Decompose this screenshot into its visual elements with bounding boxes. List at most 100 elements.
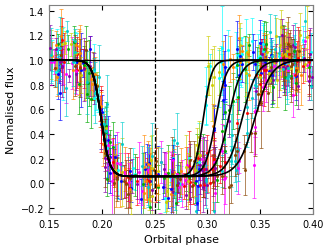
Point bbox=[119, 170, 124, 174]
Point bbox=[284, 76, 290, 80]
Point bbox=[289, 76, 294, 80]
Point bbox=[169, 170, 174, 174]
Point bbox=[53, 44, 59, 48]
Point bbox=[277, 67, 282, 71]
Point bbox=[174, 202, 179, 205]
Point bbox=[200, 185, 206, 189]
Point bbox=[91, 74, 96, 78]
Point bbox=[171, 170, 176, 174]
Point bbox=[301, 39, 306, 43]
Point bbox=[128, 213, 133, 217]
Point bbox=[146, 168, 151, 172]
Point bbox=[257, 42, 263, 46]
Point bbox=[178, 169, 184, 173]
Point bbox=[278, 44, 283, 48]
Point bbox=[200, 168, 205, 172]
Point bbox=[262, 52, 267, 56]
Point bbox=[283, 67, 288, 71]
Point bbox=[302, 56, 307, 60]
Point bbox=[101, 138, 107, 142]
Point bbox=[84, 92, 89, 96]
Point bbox=[170, 174, 175, 178]
Point bbox=[110, 146, 115, 150]
Point bbox=[203, 179, 208, 183]
Point bbox=[216, 77, 221, 81]
Point bbox=[211, 76, 216, 80]
Point bbox=[234, 48, 240, 52]
Point bbox=[170, 173, 175, 177]
Point bbox=[61, 64, 66, 68]
Point bbox=[164, 190, 170, 194]
Point bbox=[125, 192, 130, 196]
Point bbox=[155, 169, 160, 173]
Point bbox=[74, 68, 79, 72]
Point bbox=[295, 56, 301, 60]
Point bbox=[81, 67, 86, 71]
Point bbox=[202, 179, 208, 183]
Point bbox=[101, 122, 106, 126]
Point bbox=[239, 50, 244, 54]
Point bbox=[245, 51, 250, 55]
Point bbox=[289, 66, 294, 70]
Point bbox=[238, 61, 243, 65]
Point bbox=[122, 180, 127, 184]
Point bbox=[87, 48, 92, 52]
Point bbox=[308, 52, 313, 56]
Point bbox=[280, 57, 286, 61]
Point bbox=[147, 175, 153, 179]
Point bbox=[117, 173, 122, 177]
Point bbox=[176, 182, 182, 186]
Point bbox=[114, 175, 119, 179]
Point bbox=[53, 66, 58, 70]
Point bbox=[100, 111, 105, 115]
Point bbox=[154, 159, 159, 163]
Point bbox=[244, 106, 249, 110]
Point bbox=[107, 172, 112, 175]
Point bbox=[286, 64, 291, 68]
Point bbox=[266, 72, 271, 76]
Point bbox=[146, 161, 152, 165]
Point bbox=[308, 84, 314, 88]
Point bbox=[210, 170, 215, 174]
Point bbox=[145, 174, 150, 178]
Point bbox=[53, 70, 59, 74]
Point bbox=[306, 75, 312, 79]
Point bbox=[231, 66, 236, 70]
Point bbox=[199, 158, 204, 162]
Point bbox=[86, 72, 91, 76]
Point bbox=[257, 83, 263, 87]
Point bbox=[186, 176, 191, 180]
Point bbox=[211, 126, 216, 130]
Point bbox=[112, 169, 117, 173]
Point bbox=[310, 76, 315, 80]
Point bbox=[196, 160, 202, 164]
Point bbox=[288, 44, 293, 48]
Point bbox=[143, 179, 148, 183]
Point bbox=[217, 164, 222, 168]
Point bbox=[236, 36, 241, 40]
Point bbox=[56, 73, 61, 77]
Point bbox=[164, 200, 169, 204]
Point bbox=[211, 158, 216, 162]
Point bbox=[260, 42, 266, 46]
Point bbox=[72, 61, 77, 65]
Point bbox=[98, 107, 103, 111]
Point bbox=[106, 156, 112, 160]
Point bbox=[237, 73, 242, 77]
Point bbox=[57, 55, 62, 59]
Point bbox=[190, 183, 195, 187]
Point bbox=[139, 190, 145, 194]
Point bbox=[102, 122, 107, 126]
Point bbox=[271, 64, 277, 68]
Point bbox=[297, 50, 302, 54]
Point bbox=[66, 74, 71, 78]
Point bbox=[244, 50, 249, 54]
Point bbox=[282, 62, 287, 66]
Point bbox=[222, 176, 227, 180]
Point bbox=[292, 50, 297, 54]
Point bbox=[98, 112, 103, 116]
Point bbox=[189, 184, 194, 188]
Point bbox=[220, 99, 226, 103]
Point bbox=[225, 48, 230, 52]
Point bbox=[245, 53, 250, 57]
